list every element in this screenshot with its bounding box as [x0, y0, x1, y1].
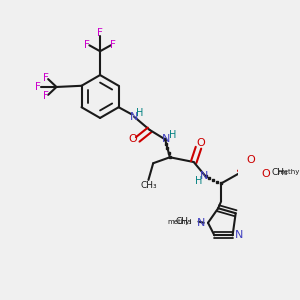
- Text: H: H: [195, 176, 202, 186]
- Text: F: F: [110, 40, 116, 50]
- Text: F: F: [97, 28, 103, 38]
- Text: F: F: [43, 73, 49, 83]
- Text: O: O: [129, 134, 137, 144]
- Text: N: N: [162, 134, 170, 144]
- Text: CH₃: CH₃: [176, 217, 193, 226]
- Text: N: N: [200, 171, 208, 181]
- Text: F: F: [84, 40, 90, 50]
- Text: O: O: [262, 169, 270, 179]
- Text: F: F: [35, 82, 41, 92]
- Text: H: H: [136, 108, 144, 118]
- Text: H: H: [169, 130, 176, 140]
- Text: O: O: [196, 138, 205, 148]
- Text: N: N: [197, 218, 205, 228]
- Text: methyl: methyl: [167, 219, 191, 225]
- Text: O: O: [247, 155, 255, 165]
- Text: N: N: [235, 230, 243, 240]
- Text: N: N: [130, 112, 138, 122]
- Text: CH₃: CH₃: [272, 167, 289, 176]
- Text: methyl: methyl: [278, 169, 300, 175]
- Text: CH₃: CH₃: [140, 181, 157, 190]
- Text: F: F: [43, 91, 49, 101]
